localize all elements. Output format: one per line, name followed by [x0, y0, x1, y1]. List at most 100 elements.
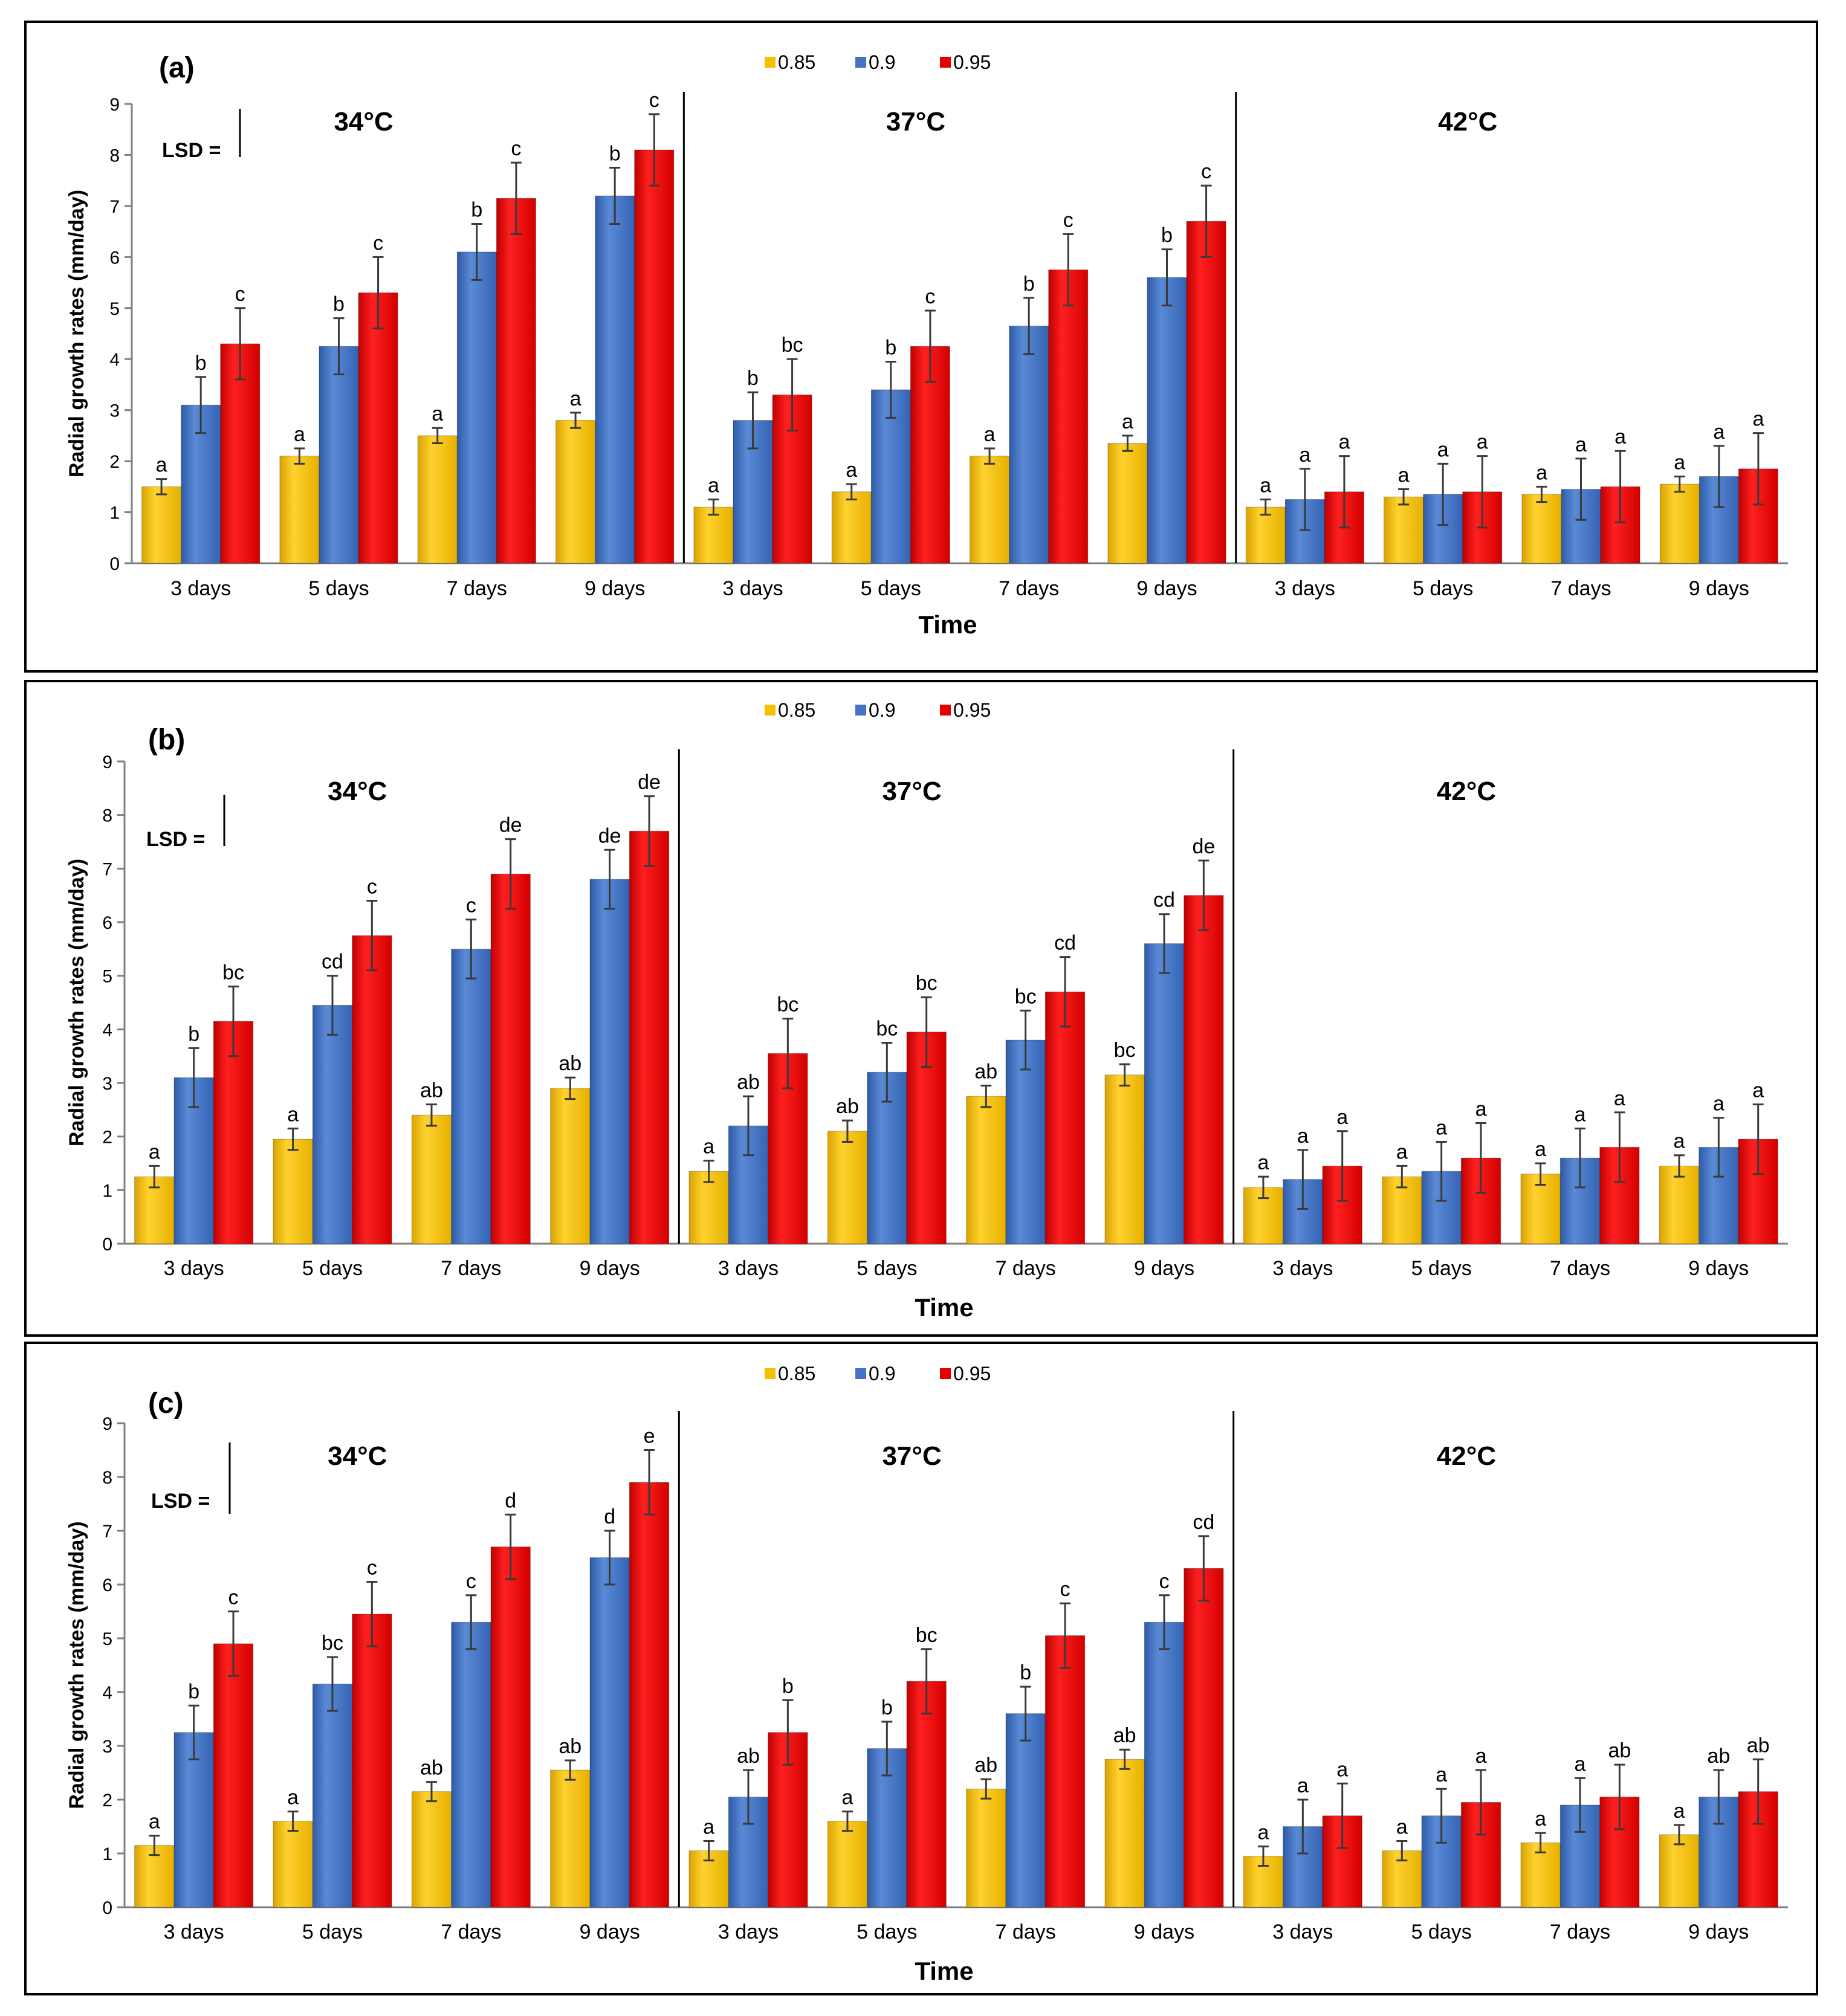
y-tick-label: 2	[102, 1128, 112, 1148]
bar-s09	[456, 251, 497, 564]
bar-s09	[1147, 277, 1187, 564]
x-tick-label: 7 days	[999, 577, 1059, 600]
significance-letter: a	[1436, 1763, 1447, 1786]
significance-letter: c	[1201, 160, 1211, 183]
x-tick-label: 9 days	[1134, 1921, 1194, 1943]
legend-swatch-s095	[940, 705, 951, 716]
bar-s085	[831, 491, 872, 564]
x-tick-label: 5 days	[302, 1921, 363, 1943]
temperature-unit: °C	[1466, 777, 1496, 806]
significance-letter: cd	[1193, 1511, 1214, 1534]
significance-letter: a	[1752, 1079, 1764, 1102]
significance-letter: a	[842, 1786, 853, 1809]
y-tick-label: 2	[109, 452, 120, 472]
bar-s085	[693, 506, 734, 564]
significance-letter: bc	[1114, 1039, 1136, 1062]
y-tick-label: 3	[109, 401, 120, 421]
legend-swatch-s09	[855, 705, 866, 716]
significance-letter: b	[188, 1680, 199, 1703]
significance-letter: a	[1258, 1821, 1269, 1844]
temperature-value: 42	[1437, 777, 1466, 806]
significance-letter: a	[287, 1103, 299, 1126]
significance-letter: a	[1260, 474, 1271, 497]
bar-s09	[451, 1621, 491, 1908]
x-tick-label: 3 days	[164, 1921, 224, 1943]
legend-label: 0.85	[778, 51, 815, 73]
significance-letter: a	[1436, 1117, 1447, 1140]
temperature-group-34: 34°C 3 days a b c 5 days a b c 7 days a b c 9 days a b c	[141, 89, 675, 600]
temperature-unit: °C	[912, 1441, 941, 1471]
legend-label: 0.9	[869, 699, 895, 721]
bar-s085	[550, 1088, 591, 1244]
significance-letter: a	[1122, 410, 1133, 433]
legend-label: 0.95	[953, 51, 991, 73]
y-tick-label: 1	[102, 1181, 112, 1201]
panel-frame	[24, 21, 1818, 673]
temperature-value: 42	[1437, 1441, 1466, 1471]
significance-letter: a	[1674, 1800, 1685, 1823]
legend-label: 0.9	[869, 1363, 895, 1384]
significance-letter: c	[367, 1557, 377, 1580]
legend: 0.85 0.9 0.95	[765, 699, 991, 721]
temperature-unit: °C	[363, 107, 393, 137]
significance-letter: a	[149, 1811, 160, 1833]
significance-letter: de	[499, 814, 522, 837]
y-tick-label: 9	[109, 95, 120, 115]
y-tick-label: 5	[102, 1629, 112, 1649]
bar-s09	[451, 948, 491, 1244]
significance-letter: bc	[782, 334, 803, 357]
y-axis-title: Radial growth rates (mm/day)	[65, 859, 88, 1146]
y-tick-label: 6	[102, 913, 112, 933]
x-tick-label: 3 days	[164, 1257, 224, 1280]
temperature-heading: 34°C	[328, 1441, 387, 1471]
significance-letter: ab	[974, 1060, 997, 1083]
y-tick-label: 0	[102, 1898, 112, 1918]
significance-letter: a	[708, 474, 719, 497]
y-tick-label: 7	[102, 859, 112, 879]
significance-letter: d	[604, 1505, 615, 1528]
significance-letter: a	[1338, 431, 1350, 454]
y-tick-label: 0	[102, 1235, 112, 1255]
legend-swatch-s09	[855, 57, 866, 68]
temperature-value: 34	[328, 1441, 357, 1471]
temperature-value: 37	[882, 1441, 912, 1471]
legend-swatch-s095	[940, 1368, 951, 1379]
significance-letter: a	[1535, 1808, 1546, 1830]
bar-s095	[1044, 1635, 1086, 1908]
x-tick-label: 9 days	[1688, 1257, 1749, 1280]
x-tick-label: 9 days	[1688, 1921, 1749, 1943]
temperature-unit: °C	[1468, 107, 1497, 137]
bar-s085	[1104, 1759, 1145, 1908]
x-tick-label: 3 days	[718, 1921, 779, 1943]
significance-letter: de	[1192, 835, 1215, 858]
x-tick-label: 5 days	[1413, 577, 1473, 600]
y-tick-label: 4	[102, 1683, 112, 1703]
bar-s095	[906, 1681, 947, 1908]
x-tick-label: 5 days	[857, 1921, 917, 1943]
temperature-unit: °C	[916, 107, 945, 137]
x-axis-title: Time	[918, 610, 977, 639]
legend-label: 0.95	[953, 699, 991, 721]
significance-letter: a	[1297, 1774, 1309, 1797]
y-tick-label: 7	[109, 197, 120, 217]
bar-s085	[970, 456, 1010, 564]
bar-s095	[634, 149, 675, 564]
significance-letter: a	[1674, 451, 1685, 474]
significance-letter: a	[1297, 1125, 1309, 1148]
x-tick-label: 9 days	[580, 1921, 640, 1943]
significance-letter: cd	[322, 951, 343, 974]
bar-s095	[490, 1546, 531, 1908]
significance-letter: a	[1477, 431, 1488, 454]
significance-letter: ab	[559, 1052, 581, 1075]
panel-label: (a)	[159, 52, 195, 84]
temperature-heading: 42°C	[1437, 1441, 1496, 1471]
temperature-unit: °C	[357, 777, 387, 806]
y-tick-label: 4	[102, 1020, 112, 1040]
bar-s095	[213, 1021, 254, 1244]
significance-letter: a	[1713, 1093, 1725, 1116]
legend-label: 0.85	[778, 1363, 815, 1384]
bar-s085	[1520, 1842, 1561, 1908]
